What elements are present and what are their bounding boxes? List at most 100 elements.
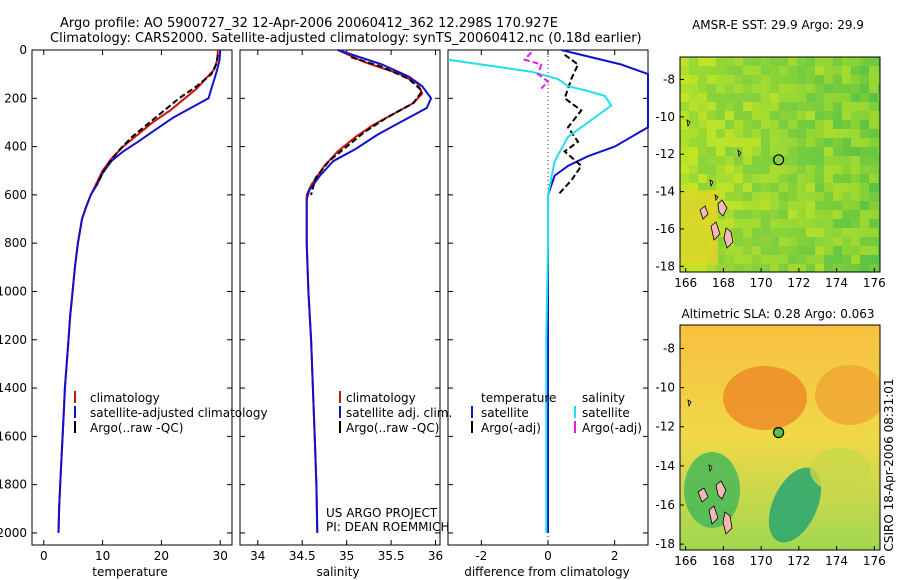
sst-cell xyxy=(770,57,779,66)
sst-cell xyxy=(707,174,716,183)
sst-cell xyxy=(842,264,851,272)
sst-cell xyxy=(788,111,797,120)
sst-cell xyxy=(797,237,806,246)
sst-cell xyxy=(761,147,770,156)
sst-cell xyxy=(752,138,761,147)
sst-cell xyxy=(815,255,824,264)
sst-cell xyxy=(878,210,880,219)
sst-cell xyxy=(698,156,707,165)
sst-cell xyxy=(698,120,707,129)
x-tick-label: 0 xyxy=(544,549,552,563)
sst-cell xyxy=(734,246,743,255)
sst-cell xyxy=(734,183,743,192)
sst-cell xyxy=(851,219,860,228)
project-line2: PI: DEAN ROEMMICH xyxy=(326,520,449,534)
sst-cell xyxy=(878,156,880,165)
sst-cell xyxy=(806,156,815,165)
map-x-tick-label: 176 xyxy=(863,276,886,290)
sst-cell xyxy=(680,111,689,120)
sst-cell xyxy=(689,75,698,84)
sst-cell xyxy=(851,174,860,183)
sst-cell xyxy=(698,75,707,84)
sst-cell xyxy=(860,93,869,102)
sst-cell xyxy=(869,84,878,93)
sst-cell xyxy=(716,147,725,156)
sst-cell xyxy=(788,102,797,111)
sst-cell xyxy=(806,165,815,174)
sst-cell xyxy=(869,237,878,246)
sst-cell xyxy=(743,57,752,66)
sst-cell xyxy=(761,93,770,102)
sst-cell xyxy=(689,165,698,174)
sst-cell xyxy=(734,66,743,75)
sst-cell xyxy=(824,237,833,246)
y-tick-label: 800 xyxy=(4,236,27,250)
sla-map-title: Altimetric SLA: 0.28 Argo: 0.063 xyxy=(681,307,874,321)
sst-cell xyxy=(680,66,689,75)
sst-cell xyxy=(869,210,878,219)
sst-cell xyxy=(833,174,842,183)
series-line-satellite xyxy=(547,49,649,533)
sst-cell xyxy=(797,147,806,156)
sst-cell xyxy=(725,75,734,84)
sst-cell xyxy=(842,66,851,75)
sst-cell xyxy=(788,237,797,246)
sst-cell xyxy=(851,111,860,120)
sst-cell xyxy=(761,210,770,219)
sst-cell xyxy=(860,138,869,147)
sst-cell xyxy=(815,210,824,219)
sst-cell xyxy=(788,57,797,66)
sst-cell xyxy=(824,66,833,75)
sst-cell xyxy=(842,75,851,84)
sla-low-anomaly-left xyxy=(684,452,740,528)
sst-cell xyxy=(824,183,833,192)
map-y-tick-label: -16 xyxy=(655,498,675,512)
sst-cell xyxy=(869,102,878,111)
sst-cell xyxy=(680,75,689,84)
sst-cell xyxy=(815,183,824,192)
sst-cell xyxy=(824,120,833,129)
sst-cell xyxy=(878,192,880,201)
temperature-legend: climatology satellite-adjusted climatolo… xyxy=(74,391,268,435)
sst-cell xyxy=(815,111,824,120)
sst-cell xyxy=(788,201,797,210)
sst-cell xyxy=(707,129,716,138)
sst-cell xyxy=(725,201,734,210)
sst-cell xyxy=(806,183,815,192)
sst-cell xyxy=(779,111,788,120)
sst-cell xyxy=(716,138,725,147)
sst-cell xyxy=(680,84,689,93)
sst-cell xyxy=(851,147,860,156)
sst-cell xyxy=(851,129,860,138)
sst-cell xyxy=(860,111,869,120)
sst-cell xyxy=(815,84,824,93)
sst-cell xyxy=(734,255,743,264)
sst-cell xyxy=(842,57,851,66)
sst-cell xyxy=(779,93,788,102)
sst-cell xyxy=(797,93,806,102)
sst-cell xyxy=(860,156,869,165)
sst-cell xyxy=(725,102,734,111)
map-x-tick-label: 166 xyxy=(674,554,697,568)
salinity-panel: 34 34.5 35 35.5 36 climatology satellite adj… xyxy=(239,49,452,579)
sst-cell xyxy=(878,264,880,272)
map-x-tick-label: 172 xyxy=(787,554,810,568)
sst-cell xyxy=(806,201,815,210)
sst-cell xyxy=(878,57,880,66)
x-tick-label: 0 xyxy=(40,549,48,563)
map-y-tick-label: -16 xyxy=(655,222,675,236)
sla-high-anomaly xyxy=(723,366,807,430)
sst-cell xyxy=(806,219,815,228)
y-tick-label: 600 xyxy=(4,188,27,202)
sst-cell xyxy=(824,246,833,255)
sst-cell xyxy=(869,246,878,255)
temperature-panel: 0 200 400 600 800 1000 1200 1400 1600 1800 2000 0 1… xyxy=(0,43,268,579)
sst-cell xyxy=(716,219,725,228)
sst-cell xyxy=(851,120,860,129)
y-tick-label: 2000 xyxy=(0,526,27,540)
sst-cell xyxy=(689,174,698,183)
sst-cell xyxy=(761,138,770,147)
y-tick-label: 1000 xyxy=(0,284,27,298)
sst-cell xyxy=(842,237,851,246)
